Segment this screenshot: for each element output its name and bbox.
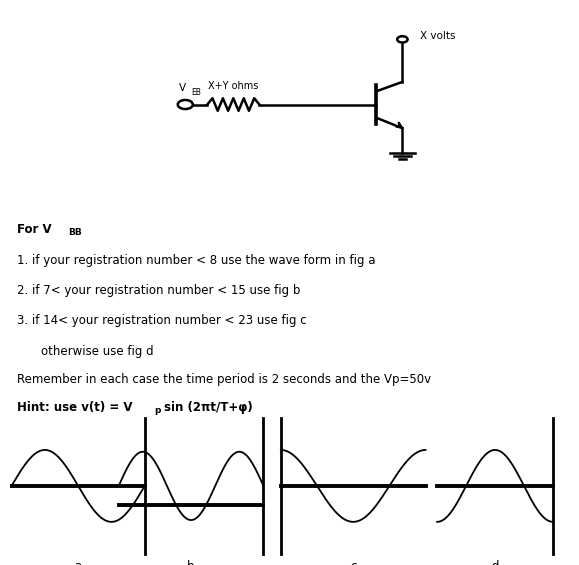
Text: d: d bbox=[492, 559, 499, 565]
Text: sin (2πt/T+φ): sin (2πt/T+φ) bbox=[164, 401, 252, 414]
Text: a: a bbox=[75, 559, 82, 565]
Text: 1. if your registration number < 8 use the wave form in fig a: 1. if your registration number < 8 use t… bbox=[17, 254, 376, 267]
Text: X+Y ohms: X+Y ohms bbox=[208, 81, 259, 92]
Text: BB: BB bbox=[68, 228, 82, 237]
Text: p: p bbox=[155, 406, 161, 415]
Text: X volts: X volts bbox=[420, 31, 455, 41]
FancyArrowPatch shape bbox=[397, 123, 401, 127]
Text: 3. if 14< your registration number < 23 use fig c: 3. if 14< your registration number < 23 … bbox=[17, 314, 307, 327]
Text: b: b bbox=[188, 559, 195, 565]
Text: EB: EB bbox=[190, 88, 201, 97]
Text: V: V bbox=[179, 84, 186, 93]
Text: Remember in each case the time period is 2 seconds and the Vp=50v: Remember in each case the time period is… bbox=[17, 373, 431, 386]
Text: For V: For V bbox=[17, 223, 52, 236]
Text: Hint: use v(t) = V: Hint: use v(t) = V bbox=[17, 401, 133, 414]
Text: 2. if 7< your registration number < 15 use fig b: 2. if 7< your registration number < 15 u… bbox=[17, 284, 301, 297]
Text: otherwise use fig d: otherwise use fig d bbox=[41, 345, 153, 358]
Text: c: c bbox=[350, 559, 357, 565]
